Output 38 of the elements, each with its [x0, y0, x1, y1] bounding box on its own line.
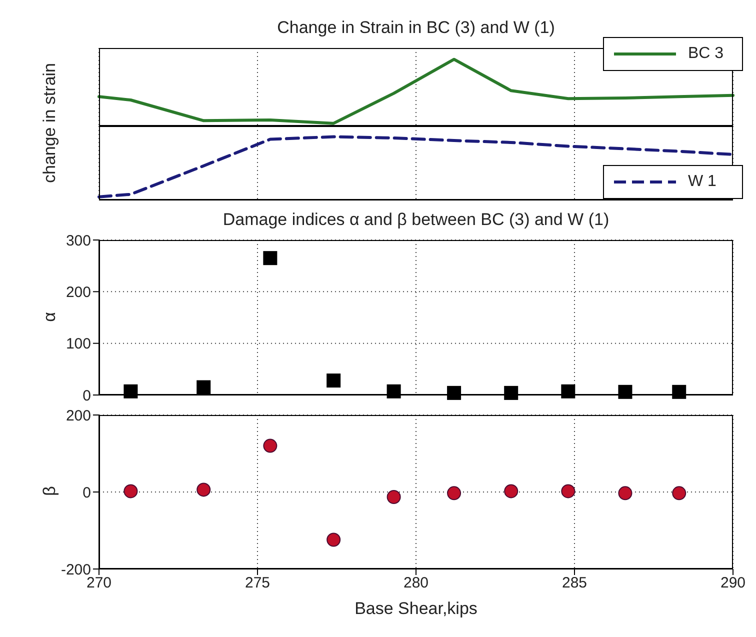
chart-title: Change in Strain in BC (3) and W (1): [276, 18, 556, 38]
y-tick-label: 300: [66, 232, 91, 250]
y-tick-label: 100: [66, 336, 91, 353]
point: [672, 384, 686, 399]
point: [263, 438, 278, 453]
y-tick-label: 200: [66, 284, 91, 301]
y-axis-title: α: [40, 312, 59, 322]
point: [124, 484, 138, 498]
y-tick-label: 200: [66, 407, 91, 424]
point: [386, 490, 401, 504]
y-tick-label: 0: [82, 484, 91, 502]
point: [672, 486, 686, 500]
y-axis-title: β: [40, 485, 60, 498]
point: [504, 386, 518, 400]
point: [618, 384, 632, 399]
point: [326, 374, 341, 388]
x-axis-title: Base Shear,kips: [354, 599, 478, 619]
point: [326, 532, 341, 547]
point: [447, 486, 462, 500]
x-tick-label: 275: [244, 574, 270, 592]
chart-title: Damage indices α and β between BC (3) and W (1): [222, 210, 610, 230]
point: [561, 384, 576, 398]
point: [618, 486, 632, 500]
point: [504, 484, 518, 498]
y-axis-title: change in strain: [40, 62, 60, 186]
point: [447, 386, 462, 400]
y-tick-label: 0: [82, 387, 91, 404]
point: [196, 380, 211, 394]
x-tick-label: 285: [562, 574, 588, 592]
point: [263, 251, 278, 266]
point: [386, 384, 401, 398]
x-tick-label: 280: [403, 574, 429, 592]
legend-label: BC 3: [688, 45, 724, 63]
point: [196, 482, 211, 497]
legend-label: W 1: [688, 173, 716, 191]
x-tick-label: 290: [720, 574, 746, 592]
point: [561, 484, 576, 498]
point: [124, 384, 138, 398]
